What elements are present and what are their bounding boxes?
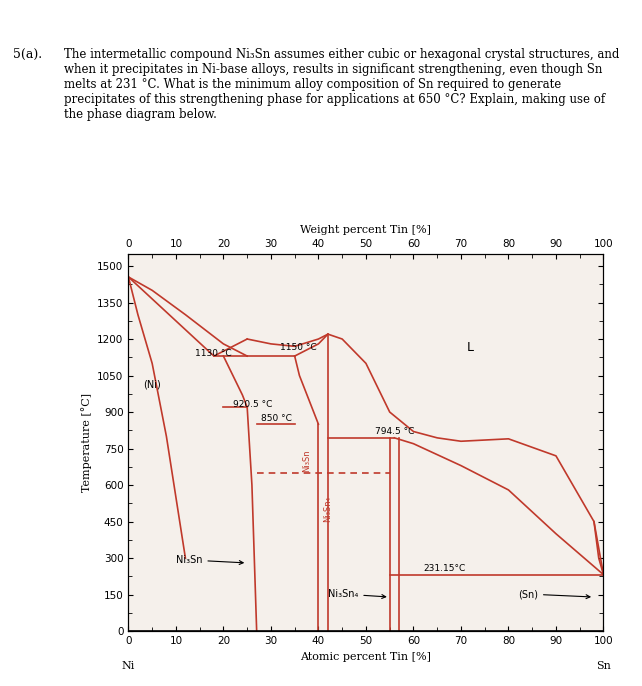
Text: The intermetallic compound Ni₃Sn assumes either cubic or hexagonal crystal struc: The intermetallic compound Ni₃Sn assumes…	[64, 48, 620, 121]
Text: 850 °C: 850 °C	[261, 414, 292, 423]
Text: Ni₃Sn₄: Ni₃Sn₄	[324, 497, 333, 523]
Text: Ni₃Sn: Ni₃Sn	[176, 555, 243, 565]
Text: L: L	[467, 341, 474, 354]
Text: Ni: Ni	[122, 661, 135, 671]
Y-axis label: Temperature [°C]: Temperature [°C]	[81, 393, 92, 492]
Text: 794.5 °C: 794.5 °C	[376, 427, 415, 436]
Text: Ni₃Sn₄: Ni₃Sn₄	[328, 589, 386, 599]
Text: Ni₃Sn: Ni₃Sn	[302, 449, 311, 472]
Text: (Ni): (Ni)	[143, 379, 160, 390]
Text: (Sn): (Sn)	[518, 589, 590, 599]
Text: 5(a).: 5(a).	[13, 48, 42, 61]
X-axis label: Atomic percent Tin [%]: Atomic percent Tin [%]	[300, 652, 431, 661]
Text: Sn: Sn	[596, 661, 611, 671]
Text: 1150 °C: 1150 °C	[281, 343, 317, 352]
Text: 920.5 °C: 920.5 °C	[233, 400, 272, 409]
Text: 231.15°C: 231.15°C	[423, 564, 465, 573]
X-axis label: Weight percent Tin [%]: Weight percent Tin [%]	[300, 226, 431, 235]
Text: 1130 °C: 1130 °C	[195, 349, 232, 358]
